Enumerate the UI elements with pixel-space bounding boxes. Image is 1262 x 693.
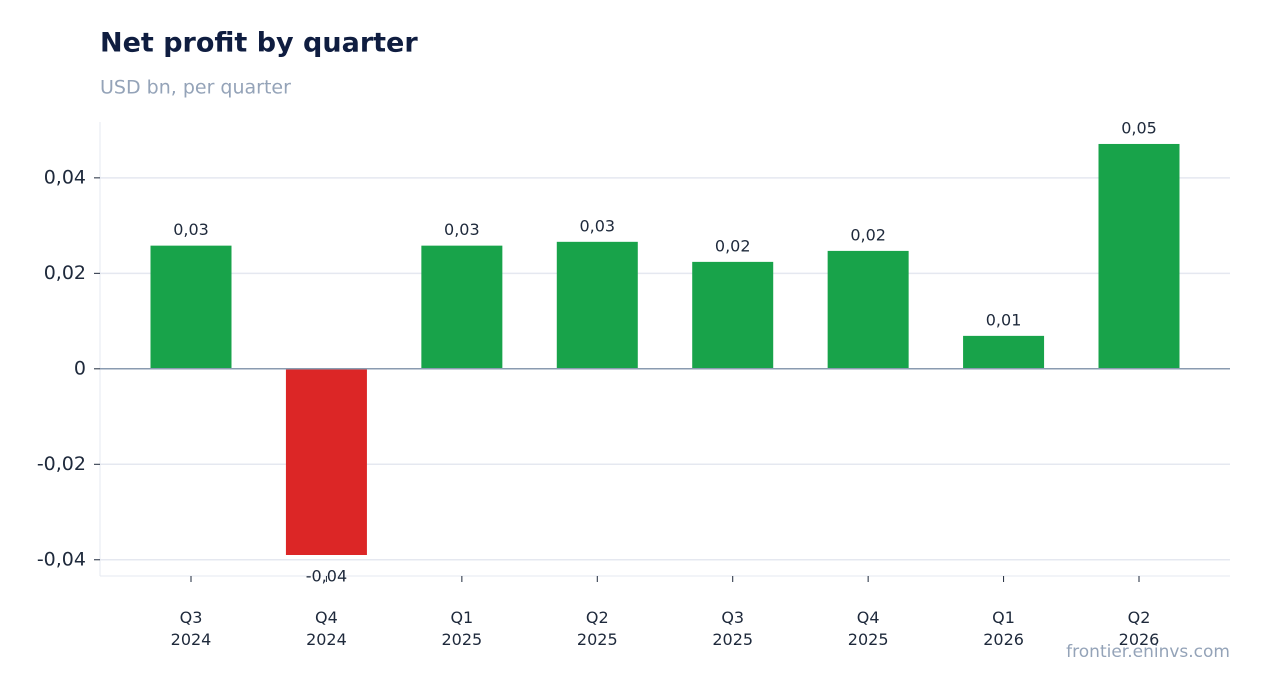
- bar: [1098, 143, 1180, 369]
- value-label: -0,04: [306, 566, 347, 585]
- x-tick-label: Q4 2024: [306, 608, 347, 649]
- x-tick-label: Q2 2025: [577, 608, 618, 649]
- value-label: 0,02: [850, 225, 886, 244]
- x-tick-label: Q2 2026: [1119, 608, 1160, 649]
- bar: [150, 245, 232, 369]
- y-tick-label: 0: [74, 357, 86, 379]
- x-tick-label: Q1 2026: [983, 608, 1024, 649]
- chart-subtitle: USD bn, per quarter: [100, 77, 291, 99]
- bar: [556, 241, 638, 369]
- x-tick-label: Q4 2025: [848, 608, 889, 649]
- chart-title: Net profit by quarter: [100, 28, 418, 59]
- bar: [963, 335, 1045, 369]
- x-tick-label: Q3 2024: [171, 608, 212, 649]
- x-tick-label: Q1 2025: [441, 608, 482, 649]
- bar: [285, 368, 367, 555]
- y-tick-label: 0,04: [44, 166, 86, 188]
- bar: [827, 250, 909, 369]
- value-label: 0,05: [1121, 118, 1157, 137]
- value-label: 0,03: [579, 216, 615, 235]
- y-tick-label: -0,04: [37, 548, 86, 570]
- value-label: 0,03: [173, 220, 209, 239]
- bar: [692, 261, 774, 369]
- y-tick-label: 0,02: [44, 262, 86, 284]
- y-tick-label: -0,02: [37, 453, 86, 475]
- value-label: 0,02: [715, 236, 751, 255]
- bar: [421, 245, 503, 369]
- x-tick-label: Q3 2025: [712, 608, 753, 649]
- value-label: 0,03: [444, 220, 480, 239]
- source: frontier.eninvs.com: [1066, 642, 1230, 662]
- value-label: 0,01: [986, 310, 1022, 329]
